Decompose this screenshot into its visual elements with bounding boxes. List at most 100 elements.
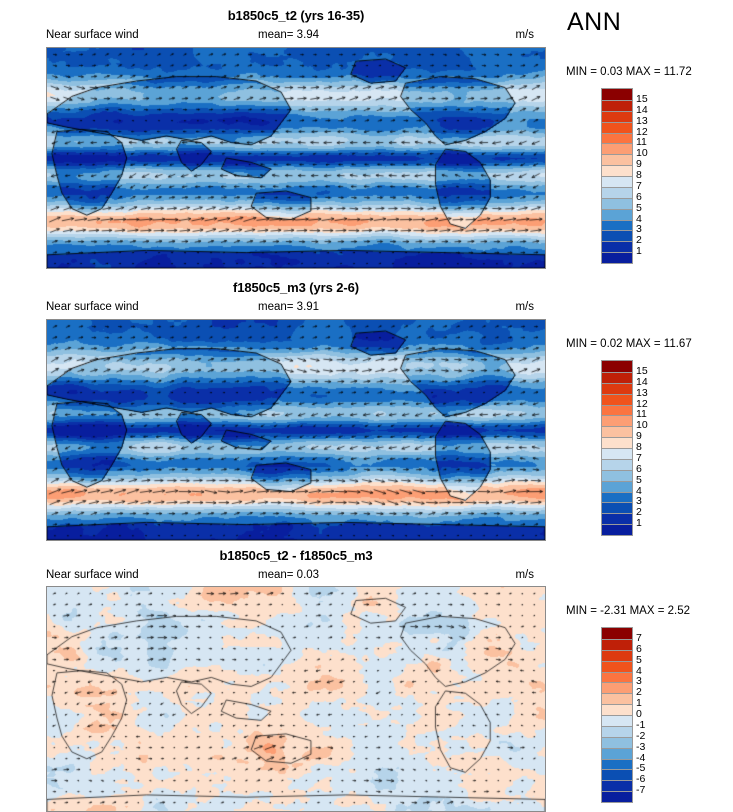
colorbar-band (602, 491, 632, 503)
colorbar-tick-label: 1 (636, 697, 642, 710)
colorbar-band (602, 780, 632, 792)
colorbar-tick-label: 3 (636, 495, 642, 508)
colorbar-tick-label: 7 (636, 451, 642, 464)
colorbar-tick-label: 2 (636, 506, 642, 519)
colorbar-tick-label: 5 (636, 653, 642, 666)
colorbar-tick-label: 10 (636, 419, 648, 432)
colorbar-tick-label: 3 (636, 675, 642, 688)
colorbar[interactable] (601, 627, 633, 803)
colorbar-band (602, 448, 632, 459)
colorbar-tick-label: -6 (636, 773, 646, 786)
colorbar-band (602, 404, 632, 416)
colorbar-tick-label: 0 (636, 708, 642, 720)
colorbar-tick-label: 5 (636, 473, 642, 486)
colorbar-tick-label: 15 (636, 364, 648, 377)
colorbar-tick-label: 3 (636, 223, 642, 236)
mean-value: mean= 3.91 (258, 301, 320, 313)
colorbar-band (602, 197, 632, 209)
colorbar-band (602, 132, 632, 144)
colorbar-band (602, 208, 632, 220)
minmax-label: MIN = 0.03 MAX = 11.72 (566, 66, 692, 78)
colorbar-band (602, 99, 632, 111)
colorbar-tick-label: -3 (636, 740, 646, 753)
colorbar-tick-label: 11 (636, 408, 647, 421)
colorbar-tick-label: 9 (636, 158, 642, 171)
panel-subheader: Near surface wind mean= 3.91 m/s (46, 301, 546, 315)
colorbar-tick-label: 13 (636, 386, 648, 399)
colorbar-band (602, 186, 632, 198)
colorbar-tick-label: 15 (636, 92, 648, 105)
colorbar-band (602, 671, 632, 683)
colorbar-tick-label: 12 (636, 125, 648, 138)
variable-label: Near surface wind (46, 569, 139, 581)
colorbar-band (602, 649, 632, 661)
colorbar-tick-label: 12 (636, 397, 648, 410)
colorbar-tick-label: 14 (636, 103, 648, 116)
variable-label: Near surface wind (46, 29, 139, 41)
colorbar-tick-label: -2 (636, 729, 646, 742)
panel-title: f1850c5_m3 (yrs 2-6) (233, 280, 359, 295)
colorbar-tick-label: -4 (636, 751, 646, 764)
colorbar-tick-label: 7 (636, 179, 642, 192)
colorbar-band (602, 415, 632, 427)
colorbar-tick-label: -7 (636, 784, 646, 797)
panel-difference: b1850c5_t2 - f1850c5_m3 Near surface win… (0, 544, 733, 812)
colorbar-band (602, 469, 632, 481)
colorbar-band (602, 769, 632, 781)
colorbar-tick-label: 2 (636, 686, 642, 699)
panel-subheader: Near surface wind mean= 0.03 m/s (46, 569, 546, 583)
map-plot[interactable] (46, 586, 546, 812)
panel-title: b1850c5_t2 - f1850c5_m3 (219, 548, 373, 563)
colorbar-tick-label: 8 (636, 441, 642, 453)
mean-value: mean= 0.03 (258, 569, 320, 581)
season-label: ANN (567, 8, 622, 36)
colorbar-band (602, 252, 632, 263)
colorbar-band (602, 426, 632, 438)
colorbar-band (602, 176, 632, 187)
colorbar-band (602, 693, 632, 705)
colorbar-band (602, 628, 632, 639)
map-plot[interactable] (46, 47, 546, 269)
map-plot[interactable] (46, 319, 546, 541)
colorbar-tick-label: 1 (636, 517, 642, 530)
colorbar-tick-label: 4 (636, 212, 642, 225)
units-label: m/s (515, 29, 534, 41)
colorbar[interactable] (601, 360, 633, 536)
colorbar-band (602, 89, 632, 100)
variable-label: Near surface wind (46, 301, 139, 313)
panel-test: b1850c5_t2 (yrs 16-35) Near surface wind… (0, 0, 733, 272)
colorbar-tick-label: 6 (636, 642, 642, 655)
minmax-label: MIN = -2.31 MAX = 2.52 (566, 605, 691, 617)
colorbar-band (602, 110, 632, 122)
panel-title: b1850c5_t2 (yrs 16-35) (227, 8, 365, 23)
colorbar-tick-label: 6 (636, 190, 642, 203)
colorbar-tick-label: 9 (636, 430, 642, 443)
colorbar-tick-label: -5 (636, 762, 646, 775)
colorbar-band (602, 230, 632, 242)
colorbar-tick-label: 6 (636, 462, 642, 475)
colorbar[interactable] (601, 88, 633, 264)
map-canvas (47, 48, 545, 268)
colorbar-tick-label: 14 (636, 375, 648, 388)
colorbar-band (602, 121, 632, 133)
colorbar-band (602, 165, 632, 176)
colorbar-band (602, 791, 632, 802)
colorbar-tick-label: 4 (636, 664, 642, 677)
colorbar-ticks: 7 6 5 4 3 2 1 0 -1 -2 -3 -4 -5 -6 -7 (636, 627, 676, 803)
colorbar-ticks: 15 14 13 12 11 10 9 8 7 6 5 4 3 2 1 (636, 360, 676, 536)
colorbar-ticks: 15 14 13 12 11 10 9 8 7 6 5 4 3 2 1 (636, 88, 676, 264)
units-label: m/s (515, 569, 534, 581)
units-label: m/s (515, 301, 534, 313)
map-canvas (47, 320, 545, 540)
colorbar-band (602, 154, 632, 166)
colorbar-band (602, 758, 632, 770)
colorbar-band (602, 382, 632, 394)
colorbar-band (602, 371, 632, 383)
colorbar-band (602, 524, 632, 535)
colorbar-tick-label: 13 (636, 114, 648, 127)
colorbar-tick-label: 4 (636, 484, 642, 497)
colorbar-band (602, 725, 632, 737)
colorbar-band (602, 219, 632, 231)
colorbar-band (602, 704, 632, 715)
